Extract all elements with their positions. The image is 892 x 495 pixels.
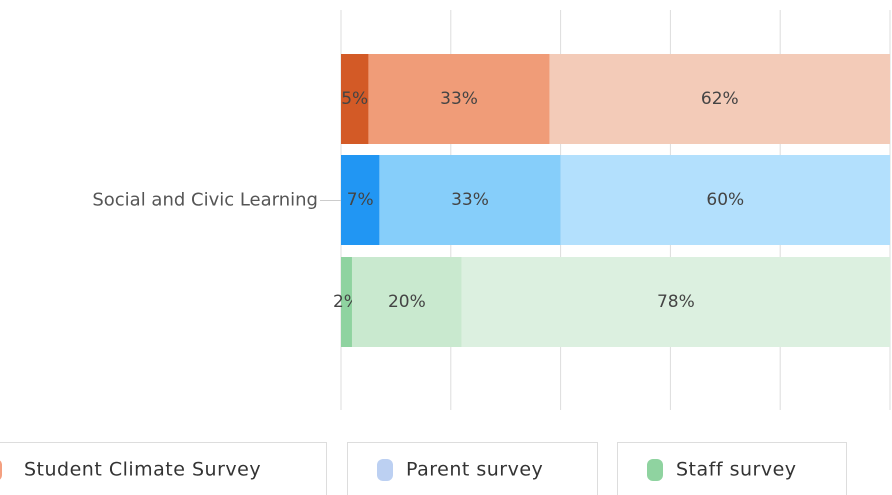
bar-segment (379, 155, 561, 245)
legend-swatch (377, 459, 393, 481)
bar-segment (341, 54, 369, 144)
bar-segment (341, 257, 352, 347)
value-label: 7% (347, 190, 374, 210)
legend-swatch (0, 460, 2, 480)
legend-box (0, 442, 327, 495)
bar-segment (461, 257, 890, 347)
bar-segment (341, 155, 380, 245)
value-label: 5% (341, 89, 368, 109)
bar-segment (560, 155, 890, 245)
value-label: 60% (706, 190, 744, 210)
value-label: 78% (657, 292, 695, 312)
value-label: 62% (701, 89, 739, 109)
legend-item[interactable]: Parent survey (347, 442, 598, 495)
legend-item[interactable]: Student Climate Survey (0, 442, 327, 495)
bar-segment (351, 257, 462, 347)
value-label: 20% (388, 292, 426, 312)
legend-swatch (647, 459, 663, 481)
legend-label: Student Climate Survey (24, 459, 261, 481)
bar-segment (368, 54, 550, 144)
value-label: 33% (451, 190, 489, 210)
legend-label: Staff survey (676, 459, 797, 481)
bar-segment (549, 54, 890, 144)
legend-item[interactable]: Staff survey (617, 442, 847, 495)
category-label: Social and Civic Learning (92, 190, 318, 211)
legend-label: Parent survey (406, 459, 543, 481)
value-label: 33% (440, 89, 478, 109)
